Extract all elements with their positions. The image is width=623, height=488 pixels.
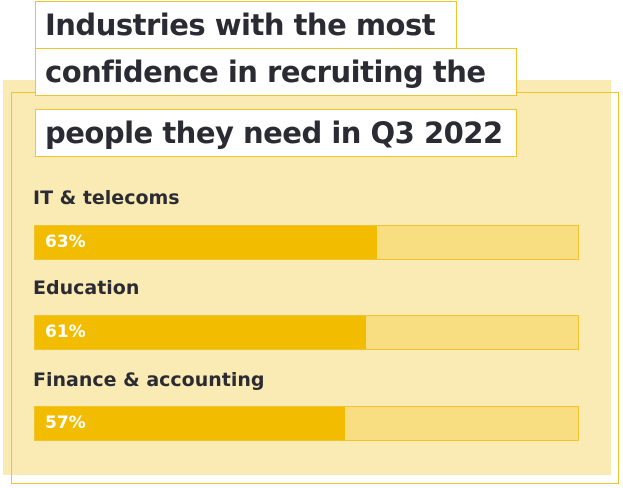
bar-value-label: 63%	[45, 232, 86, 252]
chart-title-line-3: people they need in Q3 2022	[35, 109, 517, 157]
category-label: Finance & accounting	[33, 369, 265, 391]
bar-track: 61%	[34, 315, 579, 350]
bar-track: 57%	[34, 406, 579, 441]
bar-track: 63%	[34, 225, 579, 260]
chart-title-line-2: confidence in recruiting the	[35, 48, 517, 96]
category-label: IT & telecoms	[33, 187, 180, 209]
bar-value-label: 61%	[45, 322, 86, 342]
category-label: Education	[33, 277, 140, 299]
bar	[35, 226, 378, 259]
bar-value-label: 57%	[45, 413, 86, 433]
chart-title-line-1: Industries with the most	[35, 1, 457, 49]
bar	[35, 407, 345, 440]
bar	[35, 316, 367, 349]
